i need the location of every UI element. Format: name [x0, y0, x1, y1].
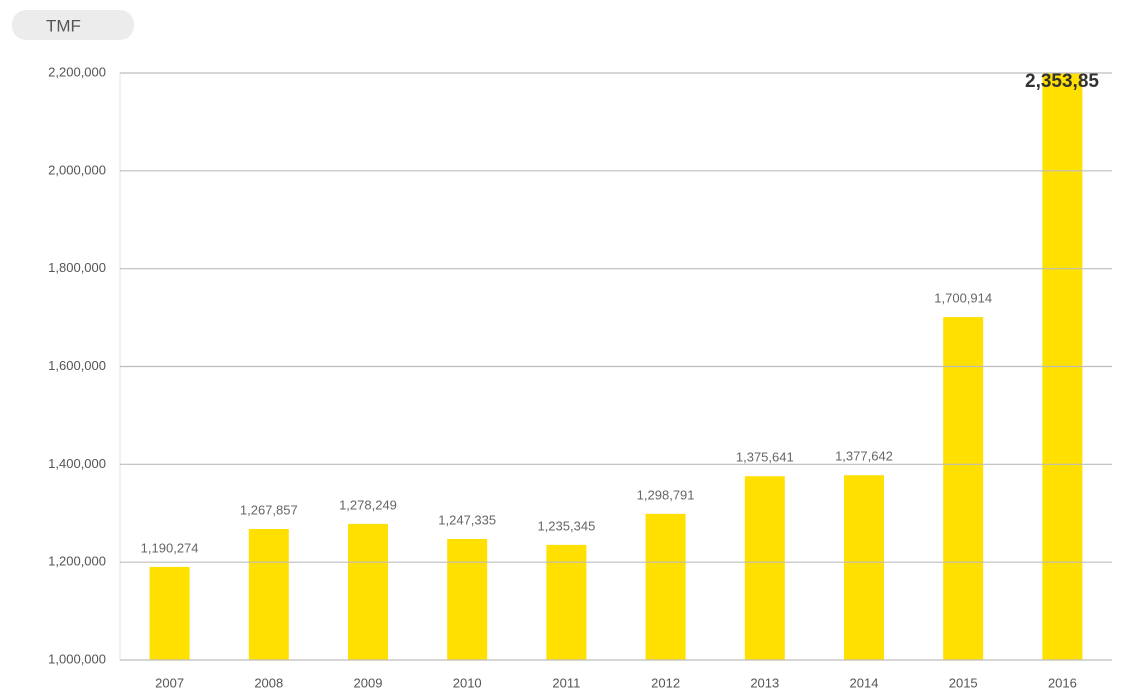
data-label: 1,700,914 [934, 291, 992, 306]
x-tick-label: 2016 [1048, 675, 1077, 690]
title-pill [12, 10, 134, 40]
bar [844, 475, 884, 660]
bar [943, 317, 984, 660]
bar [1042, 73, 1083, 660]
x-tick-label: 2012 [651, 675, 680, 690]
y-tick-label: 1,600,000 [48, 358, 106, 373]
bar [149, 566, 190, 660]
data-label: 1,267,857 [240, 502, 298, 517]
data-label: 1,190,274 [141, 540, 199, 555]
bar [645, 513, 686, 660]
x-tick-label: 2010 [453, 675, 482, 690]
data-label: 2,353,85 [1025, 71, 1099, 92]
bar [546, 544, 587, 660]
data-label: 1,235,345 [537, 518, 595, 533]
x-tick-label: 2015 [949, 675, 978, 690]
y-tick-label: 2,200,000 [48, 64, 106, 79]
x-tick-label: 2013 [750, 675, 779, 690]
x-tick-label: 2007 [155, 675, 184, 690]
data-label: 1,247,335 [438, 512, 496, 527]
y-tick-label: 1,800,000 [48, 260, 106, 275]
data-label: 1,278,249 [339, 497, 397, 512]
x-tick-label: 2008 [254, 675, 283, 690]
bar [248, 528, 289, 660]
data-label: 1,375,641 [736, 450, 794, 465]
y-tick-label: 2,000,000 [48, 162, 106, 177]
bars [149, 73, 1083, 660]
x-tick-label: 2009 [354, 675, 383, 690]
data-label: 1,298,791 [637, 487, 695, 502]
data-label: 1,377,642 [835, 449, 893, 464]
bar [348, 523, 388, 660]
y-tick-label: 1,000,000 [48, 651, 106, 666]
bar [447, 539, 488, 660]
y-tick-label: 1,400,000 [48, 456, 106, 471]
chart-title: TMF [46, 16, 81, 35]
bar [744, 476, 785, 660]
x-tick-label: 2014 [850, 675, 879, 690]
y-tick-label: 1,200,000 [48, 554, 106, 569]
x-tick-label: 2011 [552, 675, 580, 690]
